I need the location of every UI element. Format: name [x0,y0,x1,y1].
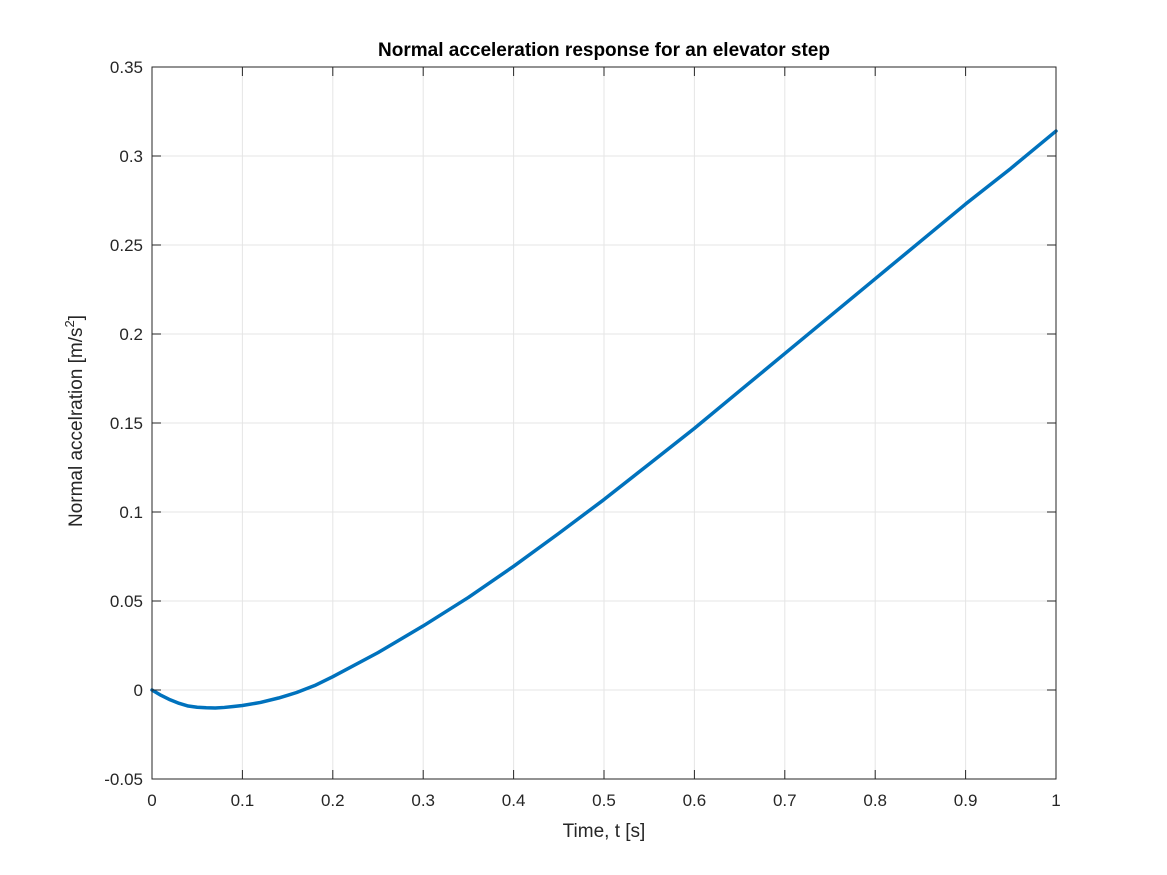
x-tick-label: 0.2 [321,791,345,810]
x-tick-label: 0.4 [502,791,526,810]
x-tick-label: 1 [1051,791,1060,810]
y-tick-label: 0.1 [119,503,143,522]
x-tick-label: 0.7 [773,791,797,810]
x-axis-label: Time, t [s] [563,821,646,842]
x-tick-label: 0.5 [592,791,616,810]
y-tick-label: 0.35 [110,58,143,77]
y-axis-label: Normal accelration [m/s2] [62,315,87,527]
y-tick-label: 0.25 [110,236,143,255]
x-tick-label: 0.1 [231,791,255,810]
x-tick-label: 0 [147,791,156,810]
y-axis-label-main: Normal accelration [m/s [66,327,87,527]
series-line [150,129,1058,710]
series-layer [150,129,1058,710]
grid [151,66,1057,780]
ticks: 0 0.1 0.2 0.3 0.4 0.5 0.6 0.7 0.8 0.9 1-0.0500.050… [104,58,1060,810]
y-axis-label-close: ] [66,315,87,320]
y-tick-label: 0.05 [110,592,143,611]
y-tick-label: 0.3 [119,147,143,166]
x-tick-label: 0.8 [863,791,887,810]
y-tick-label: 0.15 [110,414,143,433]
y-axis-label-superscript: 2 [62,320,77,327]
y-tick-label: -0.05 [104,770,143,789]
chart-title: Normal acceleration response for an elev… [378,40,830,61]
x-tick-label: 0.3 [411,791,435,810]
x-tick-label: 0.9 [954,791,978,810]
y-tick-label: 0 [134,681,143,700]
x-tick-label: 0.6 [683,791,707,810]
y-tick-label: 0.2 [119,325,143,344]
